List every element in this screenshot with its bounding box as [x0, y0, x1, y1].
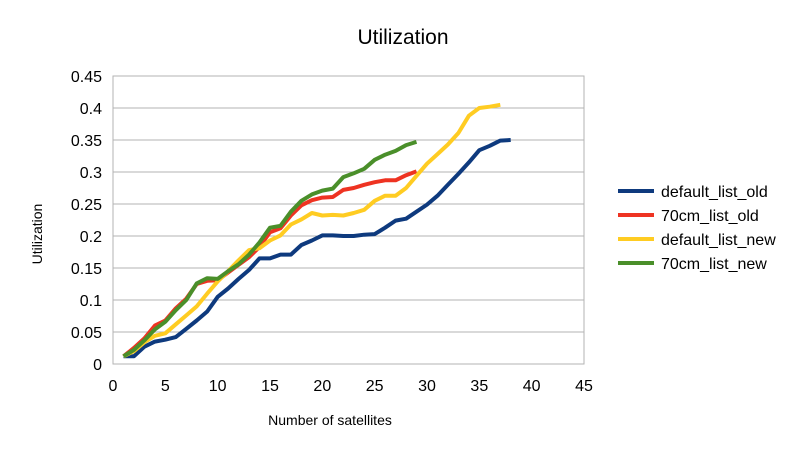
y-tick-label: 0.15	[71, 261, 102, 278]
legend-label: default_list_old	[661, 184, 768, 201]
plot-area	[112, 75, 585, 365]
x-tick-label: 0	[109, 378, 118, 395]
x-tick-label: 15	[261, 378, 279, 395]
x-tick-label: 5	[161, 378, 170, 395]
legend-label: 70cm_list_new	[661, 256, 767, 273]
x-tick-label: 45	[575, 378, 593, 395]
y-tick-label: 0.3	[80, 165, 102, 182]
chart-title: Utilization	[357, 26, 448, 49]
series-line-70cm_list_new	[122, 139, 418, 359]
x-axis-tick-labels: 0 5 10 15 20 25 30 35 40 45	[109, 378, 593, 395]
y-tick-label: 0.2	[80, 229, 102, 246]
y-tick-label: 0.1	[80, 293, 102, 310]
y-tick-label: 0.4	[80, 101, 102, 118]
y-axis-tick-labels: 0 0.05 0.1 0.15 0.2 0.25 0.3 0.35 0.4 0.45	[71, 69, 102, 374]
y-tick-label: 0.45	[71, 69, 102, 86]
y-tick-label: 0.35	[71, 133, 102, 150]
y-tick-label: 0.05	[71, 325, 102, 342]
y-tick-label: 0.25	[71, 197, 102, 214]
x-tick-label: 25	[366, 378, 384, 395]
legend-label: default_list_new	[661, 232, 776, 249]
legend-label: 70cm_list_old	[661, 208, 759, 225]
series-line-default_list_new	[122, 102, 501, 359]
gridlines	[113, 75, 584, 365]
y-tick-label: 0	[93, 357, 102, 374]
x-tick-label: 20	[313, 378, 331, 395]
legend: default_list_old 70cm_list_old default_lis…	[618, 184, 776, 273]
x-tick-label: 35	[470, 378, 488, 395]
series-line-70cm_list_old	[122, 169, 418, 358]
x-tick-label: 10	[209, 378, 227, 395]
series-line-default_list_old	[123, 138, 511, 359]
x-tick-label: 40	[523, 378, 541, 395]
x-tick-label: 30	[418, 378, 436, 395]
y-axis-title: Utilization	[29, 204, 45, 265]
x-axis-title: Number of satellites	[268, 412, 392, 428]
series-lines	[122, 102, 511, 359]
